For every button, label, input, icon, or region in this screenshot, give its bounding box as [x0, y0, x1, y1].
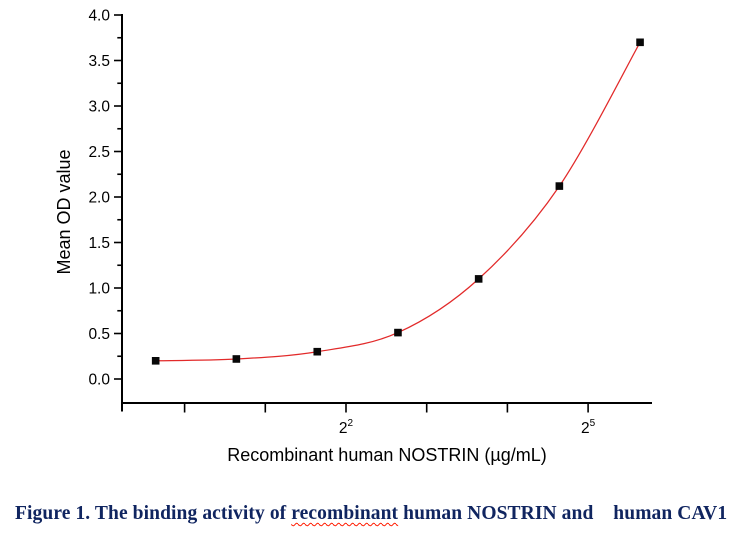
caption-spellcheck-underlined-word: recombinant — [291, 503, 399, 524]
y-tick-label: 3.5 — [88, 53, 110, 70]
data-point-marker — [394, 328, 402, 337]
data-point-marker — [232, 355, 241, 363]
figure-caption: Figure 1. The binding activity of recomb… — [15, 502, 731, 526]
x-axis-title: Recombinant human NOSTRIN (µg/mL) — [227, 445, 546, 465]
x-tick-label: 25 — [581, 418, 596, 437]
elisa-binding-chart: 0.0 0.5 1.0 1.5 2.0 2.5 3.0 3.5 4.0 22 25 Recombin… — [54, 7, 652, 465]
plot-series — [151, 38, 644, 365]
data-point-marker — [313, 347, 322, 356]
caption-suffix: human NOSTRIN and human CAV1 — [398, 503, 728, 524]
data-point-marker — [636, 38, 644, 47]
y-tick-label: 1.0 — [88, 280, 110, 297]
data-point-marker — [474, 275, 483, 283]
y-tick-label: 2.5 — [88, 144, 110, 161]
chart-canvas: 0.0 0.5 1.0 1.5 2.0 2.5 3.0 3.5 4.0 22 25 Recombin… — [54, 7, 652, 465]
caption-prefix: Figure 1. The binding activity of — [15, 503, 292, 524]
x-tick-label: 22 — [339, 418, 354, 437]
y-axis-title: Mean OD value — [54, 149, 74, 274]
y-tick-label: 4.0 — [88, 7, 110, 24]
y-tick-label: 0.0 — [88, 371, 110, 388]
axes: 0.0 0.5 1.0 1.5 2.0 2.5 3.0 3.5 4.0 22 25 — [88, 7, 652, 437]
y-tick-label: 0.5 — [88, 326, 110, 343]
y-tick-label: 2.0 — [88, 189, 110, 206]
fit-curve — [155, 41, 641, 362]
y-tick-label: 1.5 — [88, 235, 110, 252]
y-tick-label: 3.0 — [88, 98, 110, 115]
data-point-marker — [151, 357, 160, 365]
data-point-marker — [555, 182, 564, 190]
